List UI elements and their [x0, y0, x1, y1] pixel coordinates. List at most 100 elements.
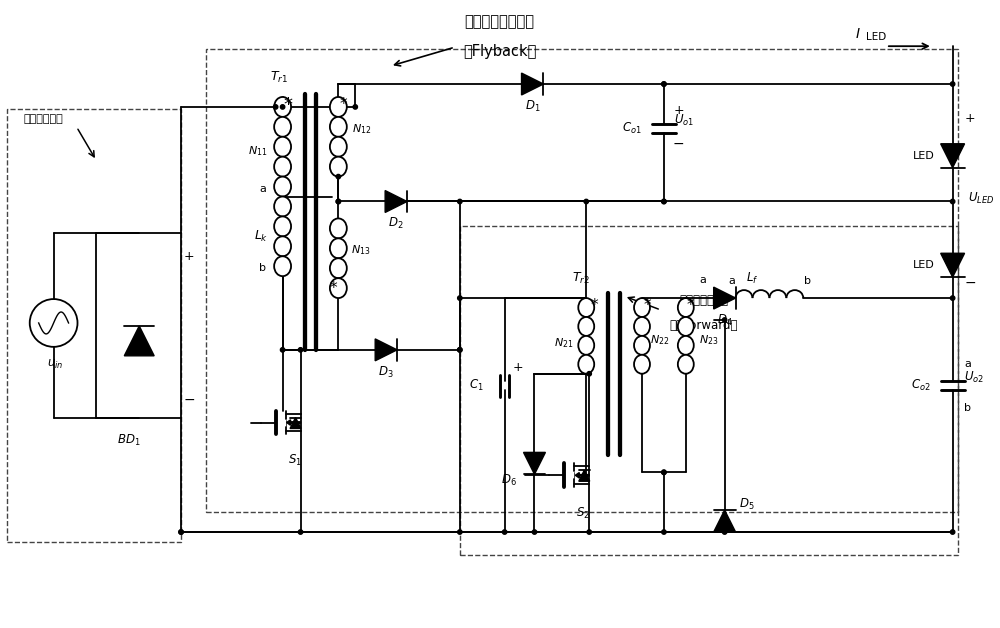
Ellipse shape: [274, 217, 291, 236]
Ellipse shape: [330, 117, 347, 137]
Circle shape: [280, 105, 285, 109]
Polygon shape: [124, 326, 154, 356]
Ellipse shape: [330, 239, 347, 258]
Text: $S_2$: $S_2$: [576, 506, 590, 521]
Ellipse shape: [634, 355, 650, 374]
Circle shape: [179, 530, 183, 534]
Circle shape: [280, 348, 285, 352]
Text: $L_k$: $L_k$: [254, 229, 268, 244]
Circle shape: [502, 530, 507, 534]
Ellipse shape: [578, 355, 594, 374]
Text: *: *: [687, 298, 695, 313]
Text: b: b: [964, 403, 971, 413]
Circle shape: [458, 348, 462, 352]
Circle shape: [336, 199, 341, 203]
Circle shape: [336, 175, 341, 179]
Text: $N_{11}$: $N_{11}$: [248, 144, 267, 158]
Circle shape: [336, 199, 341, 203]
Ellipse shape: [274, 117, 291, 137]
Text: *: *: [590, 298, 598, 313]
Text: $U_{o1}$: $U_{o1}$: [674, 113, 694, 128]
Polygon shape: [941, 253, 965, 277]
FancyArrow shape: [575, 472, 589, 478]
Text: $u_{in}$: $u_{in}$: [47, 358, 64, 371]
Circle shape: [353, 105, 357, 109]
Circle shape: [458, 348, 462, 352]
Bar: [96, 234, 181, 418]
Polygon shape: [375, 339, 397, 361]
Ellipse shape: [678, 336, 694, 355]
Circle shape: [722, 318, 727, 322]
Circle shape: [30, 299, 78, 347]
Text: *: *: [283, 96, 292, 114]
Text: $D_1$: $D_1$: [525, 99, 540, 114]
Ellipse shape: [274, 137, 291, 157]
Ellipse shape: [634, 317, 650, 336]
Polygon shape: [290, 418, 301, 428]
Text: $N_{21}$: $N_{21}$: [554, 336, 573, 350]
Text: a: a: [259, 183, 266, 193]
Text: $D_3$: $D_3$: [378, 365, 394, 381]
Text: +: +: [965, 112, 975, 126]
Ellipse shape: [578, 336, 594, 355]
Text: −: −: [965, 276, 976, 290]
Text: （Flyback）: （Flyback）: [463, 44, 536, 58]
Ellipse shape: [634, 298, 650, 317]
Polygon shape: [522, 73, 543, 95]
Text: $C_{o2}$: $C_{o2}$: [911, 378, 931, 393]
Ellipse shape: [634, 336, 650, 355]
Text: $S_1$: $S_1$: [288, 453, 302, 468]
Ellipse shape: [578, 317, 594, 336]
Text: $N_{22}$: $N_{22}$: [650, 333, 670, 347]
Ellipse shape: [330, 97, 347, 117]
Ellipse shape: [330, 137, 347, 157]
Ellipse shape: [274, 197, 291, 217]
Text: 辅助正激变换器: 辅助正激变换器: [679, 293, 728, 306]
Text: $D_5$: $D_5$: [739, 497, 754, 512]
Circle shape: [662, 199, 666, 203]
Text: $U_{o2}$: $U_{o2}$: [964, 370, 985, 385]
Circle shape: [950, 199, 955, 203]
Polygon shape: [941, 144, 965, 168]
Polygon shape: [385, 190, 407, 212]
Text: $I$: $I$: [855, 27, 861, 41]
Ellipse shape: [678, 317, 694, 336]
Ellipse shape: [678, 355, 694, 374]
Polygon shape: [524, 452, 545, 474]
FancyArrow shape: [287, 420, 301, 425]
Ellipse shape: [274, 256, 291, 276]
Ellipse shape: [678, 298, 694, 317]
Bar: [206, 49, 958, 512]
Ellipse shape: [578, 298, 594, 317]
Circle shape: [458, 530, 462, 534]
Circle shape: [662, 470, 666, 475]
Text: +: +: [674, 104, 684, 117]
Circle shape: [458, 199, 462, 203]
Text: *: *: [643, 298, 651, 313]
Text: $N_{13}$: $N_{13}$: [351, 244, 371, 257]
Text: a: a: [699, 275, 706, 285]
Text: −: −: [673, 137, 685, 151]
Text: $C_1$: $C_1$: [469, 378, 484, 393]
Circle shape: [298, 348, 303, 352]
Circle shape: [298, 530, 303, 534]
Circle shape: [532, 530, 537, 534]
Circle shape: [662, 530, 666, 534]
Circle shape: [662, 470, 666, 475]
Text: $T_{r1}$: $T_{r1}$: [270, 70, 288, 85]
Bar: [7, 109, 181, 542]
Ellipse shape: [274, 157, 291, 176]
Text: +: +: [512, 361, 523, 374]
Circle shape: [722, 530, 727, 534]
Circle shape: [179, 530, 183, 534]
Ellipse shape: [330, 157, 347, 176]
Ellipse shape: [330, 278, 347, 298]
Text: *: *: [330, 281, 337, 296]
Text: $C_{o1}$: $C_{o1}$: [622, 121, 642, 136]
Text: $D_6$: $D_6$: [501, 473, 516, 488]
Text: b: b: [804, 276, 811, 286]
Text: $T_{r2}$: $T_{r2}$: [572, 271, 590, 286]
Circle shape: [587, 372, 591, 376]
Circle shape: [662, 82, 666, 86]
Text: $U_{LED}$: $U_{LED}$: [968, 191, 994, 206]
